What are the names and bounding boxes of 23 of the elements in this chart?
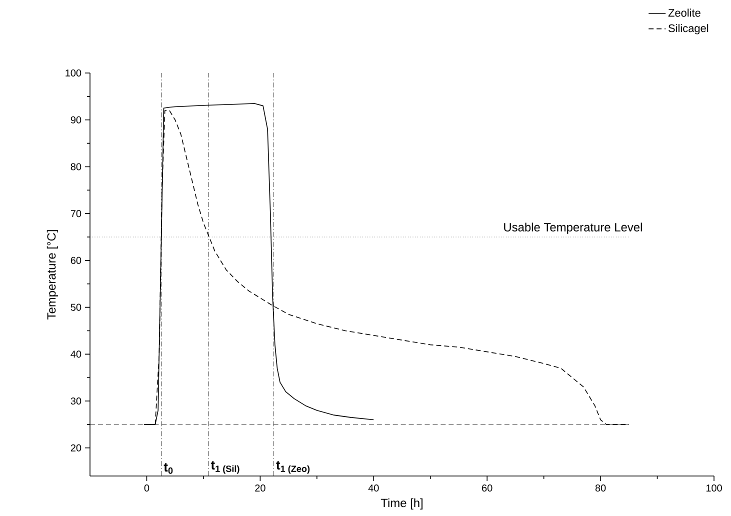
x-axis-title: Time [h] bbox=[380, 498, 423, 510]
x-tick-label: 20 bbox=[255, 484, 266, 492]
legend-label: Zeolite bbox=[668, 8, 700, 17]
x-tick-label: 60 bbox=[482, 484, 492, 492]
x-tick-label: 100 bbox=[706, 484, 722, 492]
ref-line-label: t$_{1 (Zeo)}$ bbox=[276, 461, 310, 474]
y-tick-label: 80 bbox=[70, 163, 82, 170]
x-tick-label: 0 bbox=[144, 484, 150, 492]
y-tick-label: 70 bbox=[70, 210, 82, 218]
y-tick-label: 60 bbox=[70, 256, 82, 264]
y-tick-label: 90 bbox=[70, 116, 82, 124]
ref-line-label: t$_{0}$ bbox=[164, 463, 173, 474]
y-tick-label: 100 bbox=[66, 69, 82, 77]
y-tick-label: 30 bbox=[70, 398, 82, 405]
y-tick-label: 20 bbox=[70, 444, 82, 452]
legend-label: Silicagel bbox=[668, 24, 708, 34]
x-tick-label: 80 bbox=[595, 484, 606, 492]
y-tick-label: 40 bbox=[70, 350, 82, 358]
x-tick-label: 40 bbox=[368, 484, 379, 492]
y-axis-title: Temperature [°C] bbox=[46, 230, 58, 320]
ref-line-label: t$_{1 (Sil)}$ bbox=[210, 461, 240, 474]
ref-line-label: Usable Temperature Level bbox=[504, 222, 642, 234]
y-tick-label: 50 bbox=[70, 304, 82, 311]
